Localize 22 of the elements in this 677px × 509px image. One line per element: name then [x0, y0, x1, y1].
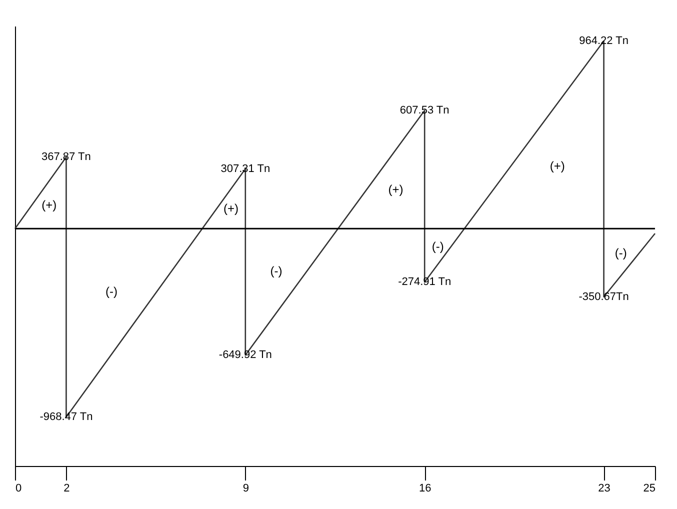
x-tick-label: 16 [418, 482, 432, 494]
annotation: (+) [224, 202, 239, 216]
annotation: (+) [550, 159, 565, 174]
annotation: (-) [432, 239, 444, 254]
data-label: -968.47 Tn [40, 411, 93, 424]
data-label: -350.67Tn [578, 290, 629, 303]
annotation: (-) [106, 284, 118, 298]
annotation: (+) [388, 182, 404, 196]
data-label: 367.87 Tn [42, 151, 91, 164]
x-tick-label: 2 [64, 482, 70, 494]
data-label: 307.31 Tn [220, 162, 270, 175]
x-tick-label: 25 [643, 482, 656, 494]
annotation: (+) [42, 198, 57, 212]
annotation: (-) [270, 264, 282, 278]
data-label: 607.53 Tn [400, 104, 450, 116]
annotation: (-) [614, 246, 627, 260]
data-label: -274.91 Tn [398, 276, 452, 288]
x-tick-label: 0 [16, 482, 22, 494]
data-label: -649.92 Tn [218, 349, 272, 362]
x-tick-label: 23 [598, 482, 610, 494]
x-tick-label: 9 [242, 482, 249, 494]
data-label: 964.22 Tn [579, 35, 628, 48]
